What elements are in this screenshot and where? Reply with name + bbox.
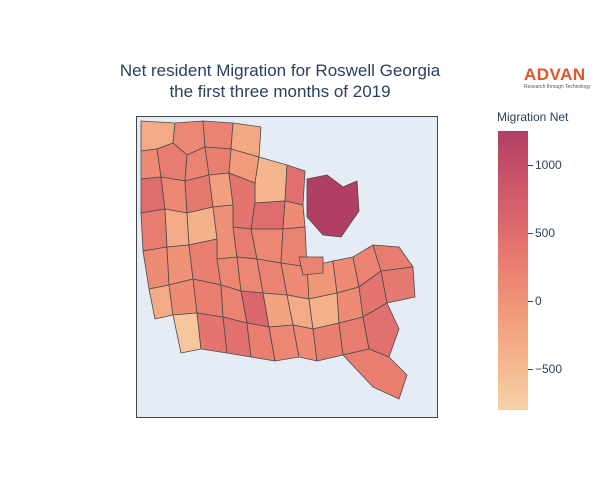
colorbar: [498, 131, 528, 410]
map-region[interactable]: [186, 206, 218, 246]
map-region[interactable]: [380, 266, 416, 304]
colorbar-tick-mark: [528, 301, 533, 303]
map-region[interactable]: [140, 208, 168, 252]
map-region[interactable]: [192, 278, 224, 318]
map-region[interactable]: [250, 200, 286, 230]
colorbar-tick-label: 1000: [535, 158, 562, 173]
map-region[interactable]: [362, 302, 400, 358]
logo-tagline: Research through Technology: [524, 84, 591, 90]
map-plot-area[interactable]: [136, 116, 438, 418]
map-region[interactable]: [164, 208, 190, 248]
map-region[interactable]: [312, 322, 344, 362]
colorbar-tick-mark: [528, 165, 533, 167]
map-region[interactable]: [342, 348, 408, 400]
advan-logo: ADVAN Research through Technology: [524, 66, 594, 90]
colorbar-title: Migration Net: [497, 110, 569, 124]
map-region[interactable]: [204, 146, 232, 176]
colorbar-tick-mark: [528, 369, 533, 371]
map-region[interactable]: [184, 174, 214, 214]
map-region[interactable]: [172, 312, 202, 354]
map-region[interactable]: [160, 176, 188, 214]
map-region[interactable]: [168, 278, 198, 316]
chart-title-line-2: the first three months of 2019: [169, 82, 391, 101]
map-region[interactable]: [284, 164, 306, 206]
map-region[interactable]: [166, 244, 194, 286]
colorbar-tick-label: 500: [535, 226, 556, 241]
colorbar-tick-mark: [528, 233, 533, 235]
map-region[interactable]: [196, 312, 228, 354]
map-region[interactable]: [254, 156, 288, 204]
map-region[interactable]: [308, 292, 340, 330]
chart-title-line-1: Net resident Migration for Roswell Georg…: [119, 61, 441, 80]
map-region[interactable]: [298, 256, 324, 276]
logo-wordmark: ADVAN: [524, 65, 586, 84]
map-region[interactable]: [306, 174, 360, 238]
map-region[interactable]: [142, 246, 170, 290]
map-region[interactable]: [188, 238, 222, 286]
colorbar-tick-label: −500: [535, 362, 563, 377]
chart-title: Net resident Migration for Roswell Georg…: [60, 60, 500, 102]
choropleth-map[interactable]: [137, 117, 437, 417]
map-region[interactable]: [282, 200, 306, 230]
colorbar-tick-label: 0: [535, 294, 542, 309]
map-region[interactable]: [202, 120, 234, 150]
